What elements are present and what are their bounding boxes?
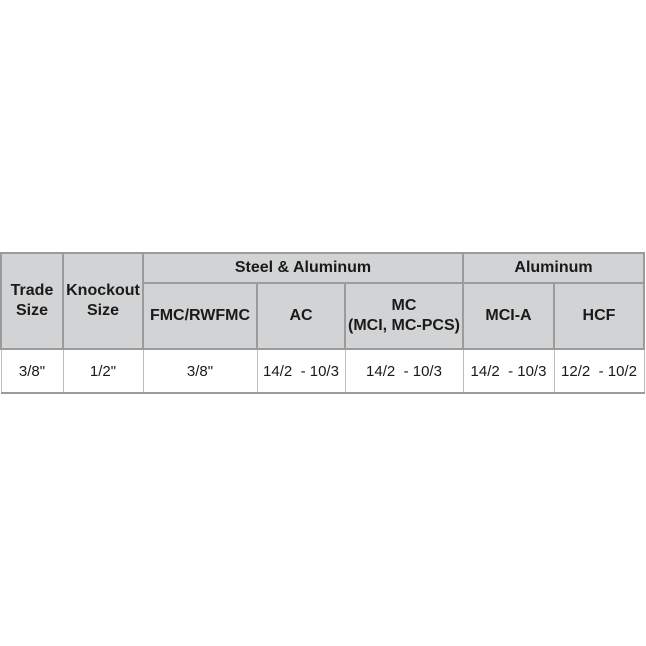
data-cell-fmc-rwfmc: 3/8" (142, 348, 258, 394)
header-cell-ac: AC (256, 282, 346, 350)
data-cell-trade-size: 3/8" (0, 348, 64, 394)
data-cell-knockout-size: 1/2" (62, 348, 144, 394)
table-header-group-row: Trade Size Knockout Size Steel & Aluminu… (0, 252, 645, 350)
data-cell-ac: 14/2 - 10/3 (256, 348, 346, 394)
header-cell-fmc-rwfmc: FMC/RWFMC (142, 282, 258, 350)
header-cell-trade-size: Trade Size (0, 252, 64, 350)
table-row: 3/8" 1/2" 3/8" 14/2 - 10/3 14/2 - 10/3 1… (0, 348, 645, 394)
data-cell-hcf: 12/2 - 10/2 (553, 348, 645, 394)
spec-table: Trade Size Knockout Size Steel & Aluminu… (0, 252, 645, 394)
header-cell-knockout-size: Knockout Size (62, 252, 144, 350)
header-cell-mci-a: MCI-A (462, 282, 555, 350)
header-cell-mc: MC (MCI, MC-PCS) (344, 282, 464, 350)
table-subheader-row: FMC/RWFMC AC MC (MCI, MC-PCS) MCI-A HCF (1, 282, 645, 350)
data-cell-mc: 14/2 - 10/3 (344, 348, 464, 394)
header-group-aluminum: Aluminum (462, 252, 645, 284)
header-group-steel-aluminum: Steel & Aluminum (142, 252, 464, 284)
data-cell-mci-a: 14/2 - 10/3 (462, 348, 555, 394)
header-cell-hcf: HCF (553, 282, 645, 350)
